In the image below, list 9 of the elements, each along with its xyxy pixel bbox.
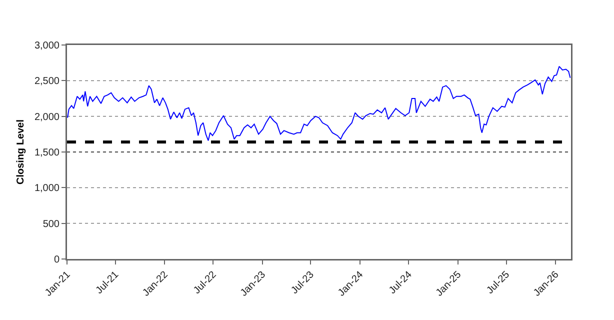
y-tick-label: 1,500 [34, 148, 60, 158]
y-tick-label: 2,500 [34, 76, 60, 88]
y-tick-label: 3,000 [34, 40, 60, 52]
y-axis-title: Closing Level [16, 119, 27, 185]
y-tick-label: 0 [54, 254, 60, 266]
y-tick-label: 2,000 [34, 112, 60, 123]
y-tick-label: 1,000 [34, 183, 60, 194]
line-series [67, 66, 571, 142]
y-tick-label: 500 [42, 218, 60, 230]
